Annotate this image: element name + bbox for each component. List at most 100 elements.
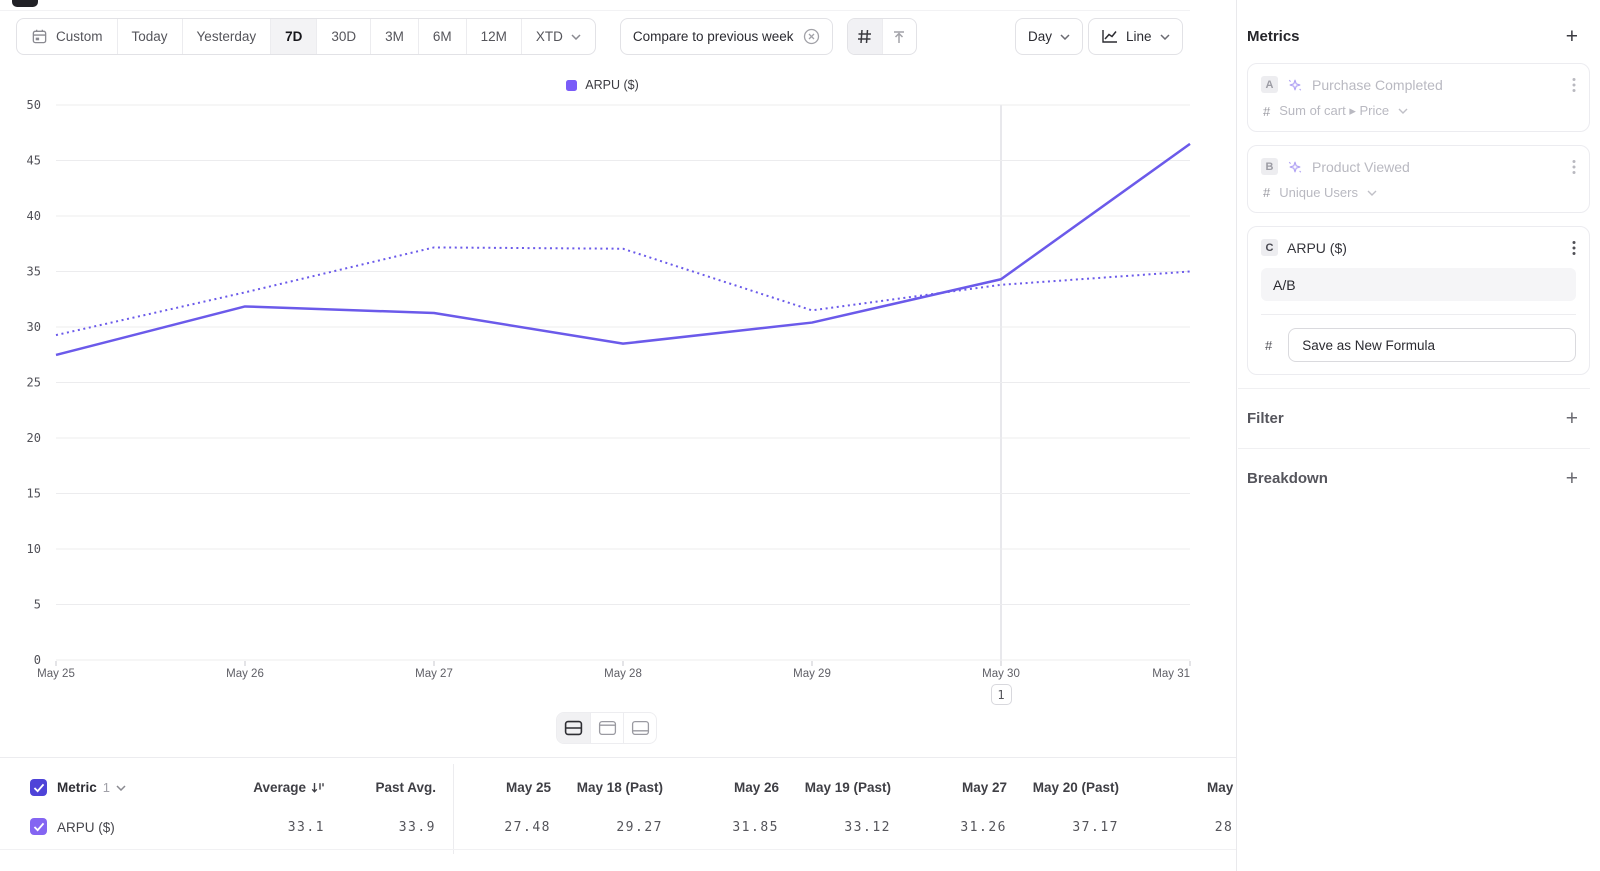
column-header-label: Average	[253, 780, 306, 795]
date-range-label: 6M	[432, 29, 452, 44]
interval-label: Day	[1028, 29, 1053, 44]
date-range-12m[interactable]: 12M	[465, 19, 521, 54]
metric-card-header: A Purchase Completed	[1261, 76, 1576, 93]
table-bottom-view-button[interactable]	[623, 713, 656, 743]
metrics-title: Metrics	[1247, 28, 1300, 45]
sort-descending-icon[interactable]	[311, 781, 325, 794]
column-header-may-26[interactable]: May 26	[649, 780, 779, 795]
date-range-7d[interactable]: 7D	[270, 19, 317, 54]
hash-grid-icon	[858, 29, 871, 44]
compare-pill[interactable]: Compare to previous week	[619, 18, 833, 55]
y-axis-tick-label: 20	[27, 431, 41, 445]
toolbar: Custom Today Yesterday 7D 30D 3M 6M 12M XTD Comp…	[16, 18, 917, 55]
add-metric-button[interactable]: +	[1565, 24, 1578, 48]
annotations-toggle[interactable]	[881, 19, 916, 54]
kebab-menu-icon[interactable]	[1572, 77, 1576, 93]
add-filter-button[interactable]: +	[1565, 406, 1578, 430]
series-dotted[interactable]	[55, 246, 1191, 337]
metric-title[interactable]: Product Viewed	[1312, 158, 1410, 175]
table-cell: 28.5	[1214, 820, 1236, 835]
x-axis-label: May 30	[982, 668, 1020, 680]
metric-card-b[interactable]: B Product Viewed # Unique Users	[1247, 145, 1590, 213]
date-range-today[interactable]: Today	[116, 19, 182, 54]
gridlines-toggle[interactable]	[847, 19, 882, 54]
table-cell: 29.27	[616, 820, 663, 835]
chart-legend[interactable]: ARPU ($)	[0, 78, 1205, 92]
column-header-may-27[interactable]: May 27	[877, 780, 1007, 795]
table-row-divider	[0, 849, 1236, 850]
interval-dropdown[interactable]: Day	[1015, 18, 1084, 55]
metric-badge: C	[1261, 239, 1278, 256]
metric-card-a[interactable]: A Purchase Completed # Sum of cart ▸ Price	[1247, 63, 1590, 132]
compare-label: Compare to previous week	[632, 29, 794, 44]
circle-x-icon[interactable]	[803, 28, 820, 45]
top-divider	[0, 10, 1190, 11]
kebab-menu-icon[interactable]	[1572, 240, 1576, 256]
series-solid[interactable]	[55, 142, 1191, 357]
column-header-may-18-past-[interactable]: May 18 (Past)	[533, 780, 663, 795]
column-header-past-avg-[interactable]: Past Avg.	[306, 780, 436, 795]
aggregation-row[interactable]: # Sum of cart ▸ Price	[1261, 103, 1576, 119]
add-breakdown-button[interactable]: +	[1565, 466, 1578, 490]
split-view-button[interactable]	[557, 713, 590, 743]
calendar-icon	[32, 29, 47, 44]
kebab-menu-icon[interactable]	[1572, 159, 1576, 175]
table-cell: 37.17	[1072, 820, 1119, 835]
column-header-may-20-past-[interactable]: May 20 (Past)	[989, 780, 1119, 795]
aggregation-row[interactable]: # Unique Users	[1261, 185, 1576, 200]
y-axis-tick-label: 0	[34, 653, 41, 667]
column-header-average[interactable]: Average	[195, 780, 325, 795]
row-checkbox[interactable]	[30, 818, 47, 835]
date-range-label: XTD	[535, 29, 563, 44]
date-range-yesterday[interactable]: Yesterday	[181, 19, 271, 54]
date-range-control: Custom Today Yesterday 7D 30D 3M 6M 12M XTD	[16, 18, 596, 55]
hash-aggregation-icon: #	[1265, 337, 1273, 353]
column-header-label: Past Avg.	[375, 780, 436, 795]
save-as-new-formula-button[interactable]: Save as New Formula	[1288, 328, 1576, 362]
metric-column-header[interactable]: Metric 1	[57, 780, 126, 795]
table-cell: 31.26	[960, 820, 1007, 835]
date-range-30d[interactable]: 30D	[316, 19, 370, 54]
metric-title[interactable]: Purchase Completed	[1312, 76, 1443, 93]
select-all-checkbox[interactable]	[30, 779, 47, 796]
query-panel: Metrics + A Purchase Completed # Sum of car…	[1238, 0, 1600, 871]
annotation-marker[interactable]: 1	[990, 684, 1012, 705]
y-axis-tick-label: 30	[27, 320, 41, 334]
hash-aggregation-icon: #	[1263, 185, 1271, 200]
breakdown-section: Breakdown +	[1247, 449, 1578, 508]
chevron-down-icon	[1160, 33, 1170, 40]
column-header-may-28[interactable]: May 28	[1122, 780, 1236, 795]
metric-badge: A	[1261, 76, 1278, 93]
chevron-down-icon	[1060, 33, 1070, 40]
date-range-xtd[interactable]: XTD	[520, 19, 595, 54]
column-header-label: May 25	[505, 780, 551, 795]
metric-card-c[interactable]: C ARPU ($) A/B # Save as New Formula	[1247, 226, 1590, 375]
metric-title[interactable]: ARPU ($)	[1287, 239, 1347, 256]
table-top-divider	[0, 757, 1236, 758]
table-row-label: ARPU ($)	[57, 820, 115, 835]
chevron-down-icon	[1367, 190, 1377, 196]
legend-label: ARPU ($)	[585, 78, 639, 92]
table-cell: 33.9	[398, 820, 436, 835]
table-cell: 33.12	[844, 820, 891, 835]
hash-aggregation-icon: #	[1263, 103, 1271, 119]
date-range-3m[interactable]: 3M	[370, 19, 418, 54]
split-view-icon	[564, 720, 583, 736]
table-bottom-view-icon	[631, 720, 649, 736]
overlay-notch	[12, 0, 38, 7]
section-divider	[1238, 388, 1590, 389]
metric-card-header: B Product Viewed	[1261, 158, 1576, 175]
y-axis-tick-label: 40	[27, 209, 41, 223]
formula-input[interactable]: A/B	[1261, 268, 1576, 301]
column-header-label: May 28	[1206, 780, 1236, 795]
chart-top-view-button[interactable]	[590, 713, 623, 743]
y-axis-tick-label: 10	[27, 542, 41, 556]
date-range-custom[interactable]: Custom	[17, 19, 117, 54]
line-chart[interactable]: 0 5 10 15 20 25 30 35 40 45 50 May 25 May 26 May 27 Ma…	[0, 0, 1237, 700]
column-header-may-25[interactable]: May 25	[421, 780, 551, 795]
date-range-6m[interactable]: 6M	[417, 19, 466, 54]
column-header-may-19-past-[interactable]: May 19 (Past)	[761, 780, 891, 795]
chart-type-dropdown[interactable]: Line	[1088, 18, 1183, 55]
legend-swatch	[566, 79, 578, 91]
metric-badge: B	[1261, 158, 1278, 175]
